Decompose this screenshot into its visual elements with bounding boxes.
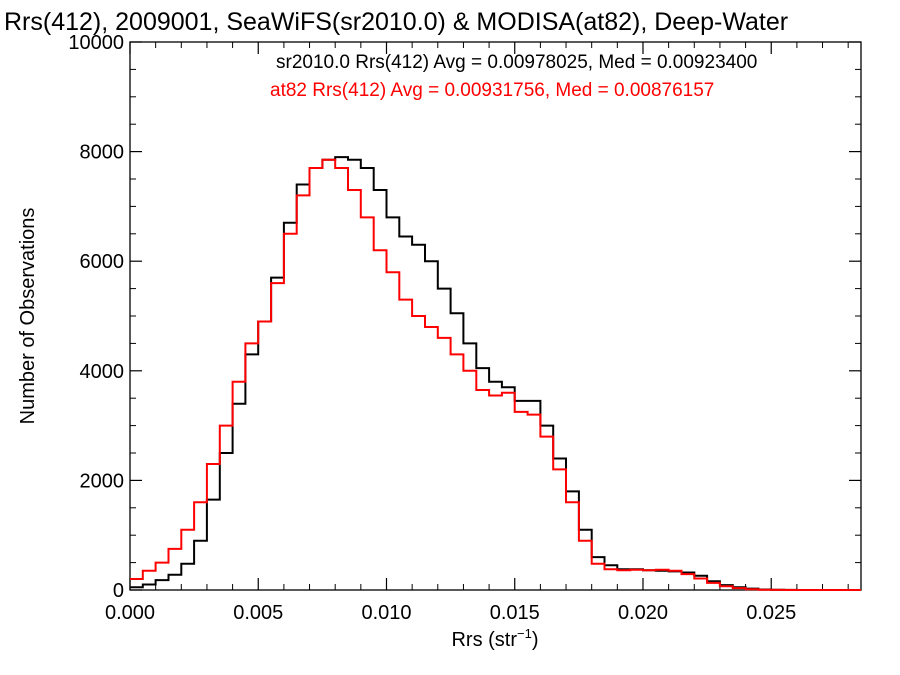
y-tick-label-3: 6000 [80, 251, 125, 273]
y-tick-label-4: 8000 [80, 142, 125, 164]
series-line-1 [130, 158, 861, 591]
y-tick-label-0: 0 [113, 580, 124, 602]
y-tick-label-1: 2000 [80, 470, 125, 492]
y-axis: 0 2000 4000 6000 8000 10000 [68, 32, 861, 602]
x-tick-label-4: 0.020 [618, 602, 668, 624]
legend-entry-sr2010: sr2010.0 Rrs(412) Avg = 0.00978025, Med … [276, 52, 757, 73]
x-tick-label-1: 0.005 [233, 602, 283, 624]
x-tick-label-0: 0.000 [105, 602, 155, 624]
legend-entry-at82: at82 Rrs(412) Avg = 0.00931756, Med = 0.… [270, 80, 714, 101]
x-axis-label-close: ) [532, 629, 539, 651]
x-tick-label-3: 0.015 [490, 602, 540, 624]
x-axis-label-main: Rrs (str [451, 629, 517, 651]
y-tick-label-2: 4000 [80, 361, 125, 383]
chart-title: Rrs(412), 2009001, SeaWiFS(sr2010.0) & M… [4, 8, 788, 36]
plot-frame [129, 41, 862, 591]
y-axis-label: Number of Observations [17, 208, 39, 425]
series-layer [130, 156, 861, 591]
x-tick-label-5: 0.025 [746, 602, 796, 624]
x-tick-label-2: 0.010 [361, 602, 411, 624]
x-axis-label: Rrs (str−1) [451, 626, 538, 651]
y-tick-label-5: 10000 [68, 32, 124, 54]
x-axis-label-superscript: −1 [517, 626, 532, 641]
x-axis: 0.000 0.005 0.010 0.015 0.020 0.025 [105, 42, 849, 624]
series-line-0 [130, 156, 861, 591]
